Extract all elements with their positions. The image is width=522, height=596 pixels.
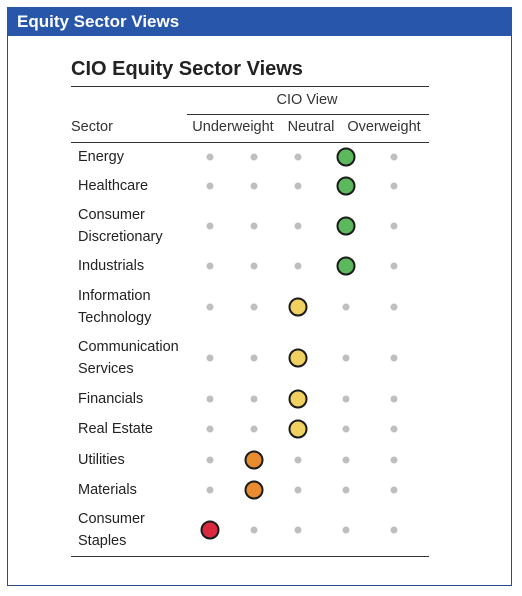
view-indicator: [288, 389, 308, 409]
empty-dot: [250, 425, 258, 433]
empty-dot: [250, 222, 258, 230]
empty-dot: [342, 425, 350, 433]
empty-dot: [342, 395, 350, 403]
empty-dot: [206, 425, 214, 433]
sector-label: Utilities: [78, 452, 125, 468]
empty-dot: [390, 425, 398, 433]
empty-dot: [206, 354, 214, 362]
sector-label: Energy: [78, 149, 124, 165]
empty-dot: [206, 303, 214, 311]
empty-dot: [390, 153, 398, 161]
empty-dot: [390, 262, 398, 270]
empty-dot: [250, 303, 258, 311]
sector-label: Consumer Staples: [78, 511, 145, 549]
view-indicator: [336, 147, 356, 167]
empty-dot: [390, 486, 398, 494]
empty-dot: [250, 354, 258, 362]
empty-dot: [390, 526, 398, 534]
top-rule: [71, 86, 429, 87]
view-indicator: [288, 348, 308, 368]
view-indicator: [336, 176, 356, 196]
empty-dot: [250, 262, 258, 270]
empty-dot: [294, 486, 302, 494]
empty-dot: [390, 456, 398, 464]
empty-dot: [294, 182, 302, 190]
empty-dot: [390, 354, 398, 362]
empty-dot: [250, 153, 258, 161]
sector-label: Materials: [78, 482, 137, 498]
view-indicator: [244, 450, 264, 470]
empty-dot: [342, 456, 350, 464]
empty-dot: [390, 182, 398, 190]
empty-dot: [342, 303, 350, 311]
sector-label: Communication Services: [78, 339, 179, 377]
view-indicator: [336, 216, 356, 236]
empty-dot: [206, 456, 214, 464]
empty-dot: [206, 486, 214, 494]
empty-dot: [294, 456, 302, 464]
header-underweight: Underweight: [192, 119, 274, 135]
sector-label: Consumer Discretionary: [78, 207, 163, 245]
empty-dot: [294, 153, 302, 161]
header-rule: [71, 142, 429, 143]
sector-header: Sector: [71, 119, 113, 135]
sector-label: Healthcare: [78, 178, 149, 194]
empty-dot: [294, 222, 302, 230]
view-indicator: [288, 419, 308, 439]
empty-dot: [342, 354, 350, 362]
view-indicator: [200, 520, 220, 540]
empty-dot: [206, 182, 214, 190]
sector-label: Industrials: [78, 258, 145, 274]
view-indicator: [336, 256, 356, 276]
empty-dot: [342, 486, 350, 494]
empty-dot: [250, 182, 258, 190]
empty-dot: [206, 153, 214, 161]
view-indicator: [288, 297, 308, 317]
empty-dot: [206, 395, 214, 403]
view-indicator: [244, 480, 264, 500]
empty-dot: [206, 222, 214, 230]
group-rule: [187, 114, 429, 115]
empty-dot: [250, 395, 258, 403]
empty-dot: [390, 222, 398, 230]
bottom-rule: [71, 556, 429, 557]
sector-label: Financials: [78, 391, 144, 407]
table-title: CIO Equity Sector Views: [71, 58, 303, 80]
empty-dot: [294, 262, 302, 270]
empty-dot: [390, 395, 398, 403]
empty-dot: [342, 526, 350, 534]
empty-dot: [206, 262, 214, 270]
header-neutral: Neutral: [287, 119, 335, 135]
empty-dot: [294, 526, 302, 534]
banner-title: Equity Sector Views: [7, 7, 512, 36]
sector-label: Real Estate: [78, 421, 153, 437]
group-header: CIO View: [276, 92, 338, 108]
empty-dot: [390, 303, 398, 311]
sector-label: Information Technology: [78, 288, 152, 326]
header-overweight: Overweight: [347, 119, 421, 135]
empty-dot: [250, 526, 258, 534]
